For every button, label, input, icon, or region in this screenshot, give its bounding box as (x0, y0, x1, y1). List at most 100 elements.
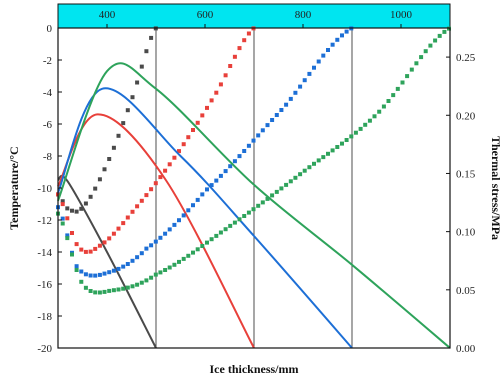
stress-marker-3-22 (158, 270, 163, 275)
y-left-tick-label-3: -6 (43, 119, 53, 131)
stress-marker-1-35 (218, 82, 223, 87)
stress-marker-3-50 (288, 179, 293, 184)
stress-marker-3-42 (251, 207, 256, 212)
stress-marker-1-38 (232, 54, 237, 59)
stress-marker-3-41 (246, 210, 251, 215)
stress-marker-3-52 (298, 172, 303, 177)
stress-marker-3-11 (107, 288, 112, 293)
stress-marker-0-5 (79, 206, 84, 211)
stress-marker-0-11 (107, 157, 112, 161)
stress-marker-0-14 (121, 121, 126, 126)
stress-marker-0-16 (130, 95, 135, 100)
stress-marker-2-9 (97, 272, 102, 277)
stress-marker-2-35 (218, 173, 223, 178)
stress-marker-2-11 (107, 270, 112, 275)
stress-marker-2-22 (158, 235, 163, 240)
stress-marker-1-8 (93, 246, 98, 251)
stress-marker-2-54 (307, 71, 312, 76)
y-left-tick-label-6: -12 (37, 215, 52, 227)
stress-marker-1-12 (111, 231, 116, 236)
stress-marker-0-1 (60, 199, 65, 204)
stress-marker-3-28 (186, 253, 191, 258)
stress-marker-2-6 (83, 272, 88, 277)
stress-marker-3-36 (223, 227, 228, 232)
stress-marker-3-63 (349, 134, 354, 139)
stress-marker-0-10 (102, 167, 107, 172)
x-top-tick-label-1: 600 (197, 9, 214, 21)
y-right-axis-title: Thermal stress/MPa (489, 136, 500, 240)
stress-marker-2-26 (177, 218, 181, 223)
stress-marker-2-15 (125, 262, 130, 266)
stress-marker-3-81 (433, 38, 438, 43)
stress-marker-3-83 (442, 29, 447, 34)
stress-marker-1-11 (107, 236, 112, 241)
stress-marker-3-78 (419, 55, 424, 60)
stress-marker-1-14 (121, 221, 126, 226)
stress-marker-1-29 (191, 128, 195, 132)
stress-marker-3-2 (65, 236, 70, 241)
stress-marker-0-15 (125, 108, 130, 113)
stress-marker-3-61 (340, 141, 344, 146)
stress-marker-3-56 (316, 158, 321, 163)
stress-marker-3-72 (391, 93, 396, 98)
stress-marker-3-1 (60, 221, 65, 226)
stress-marker-3-35 (218, 230, 223, 235)
stress-marker-2-5 (79, 269, 84, 274)
stress-marker-3-34 (214, 233, 219, 238)
stress-marker-3-32 (205, 240, 209, 245)
stress-marker-2-51 (293, 90, 298, 95)
stress-marker-1-22 (158, 175, 163, 180)
stress-marker-3-47 (274, 189, 279, 194)
stress-marker-2-17 (135, 255, 140, 260)
temperature-line-3 (57, 62, 451, 349)
stress-marker-3-67 (367, 118, 372, 123)
stress-marker-1-21 (153, 181, 158, 186)
stress-marker-3-43 (256, 203, 261, 208)
stress-marker-2-32 (205, 187, 209, 192)
stress-marker-1-24 (167, 162, 172, 167)
y-right-tick-label-4: 0.05 (456, 285, 476, 297)
stress-marker-2-50 (288, 96, 293, 101)
stress-marker-3-19 (144, 278, 149, 283)
x-top-tick-label-2: 800 (295, 9, 312, 21)
stress-marker-3-73 (395, 86, 400, 91)
y-right-tick-label-3: 0.10 (456, 227, 476, 239)
stress-marker-3-14 (121, 286, 126, 291)
stress-marker-2-24 (167, 227, 172, 232)
stress-marker-2-18 (139, 251, 144, 256)
stress-marker-3-51 (293, 175, 298, 180)
y-right-tick-label-2: 0.15 (456, 168, 476, 180)
stress-marker-0-13 (116, 133, 121, 138)
stress-marker-3-26 (177, 259, 181, 264)
stress-marker-3-55 (312, 161, 316, 166)
x-axis-title: Ice thickness/mm (210, 362, 299, 376)
stress-marker-2-16 (130, 258, 135, 263)
stress-marker-3-69 (377, 109, 382, 114)
stress-marker-3-53 (302, 168, 307, 173)
stress-marker-1-20 (149, 187, 154, 192)
stress-marker-1-2 (65, 216, 70, 221)
stress-marker-2-39 (237, 154, 242, 159)
stress-marker-3-37 (228, 223, 233, 228)
stress-marker-0-3 (70, 208, 74, 213)
y-right-tick-label-0: 0.25 (456, 52, 476, 64)
y-left-tick-label-1: -2 (43, 55, 52, 67)
stress-marker-3-54 (307, 165, 312, 170)
stress-marker-2-43 (256, 133, 261, 138)
stress-marker-3-18 (139, 280, 144, 285)
stress-marker-0-9 (97, 177, 102, 182)
stress-marker-3-80 (428, 43, 433, 48)
stress-marker-3-58 (326, 151, 330, 156)
stress-marker-3-33 (209, 237, 214, 242)
stress-marker-2-27 (181, 213, 186, 218)
stress-marker-1-3 (70, 231, 74, 235)
stress-marker-3-31 (200, 244, 205, 248)
stress-marker-0-17 (135, 80, 140, 85)
stress-marker-2-2 (65, 233, 70, 238)
stress-marker-3-76 (409, 67, 414, 72)
stress-marker-3-68 (372, 114, 377, 119)
stress-marker-2-57 (321, 53, 326, 58)
stress-marker-2-10 (102, 271, 107, 276)
stress-marker-2-56 (316, 59, 321, 64)
stress-marker-1-17 (135, 204, 140, 209)
